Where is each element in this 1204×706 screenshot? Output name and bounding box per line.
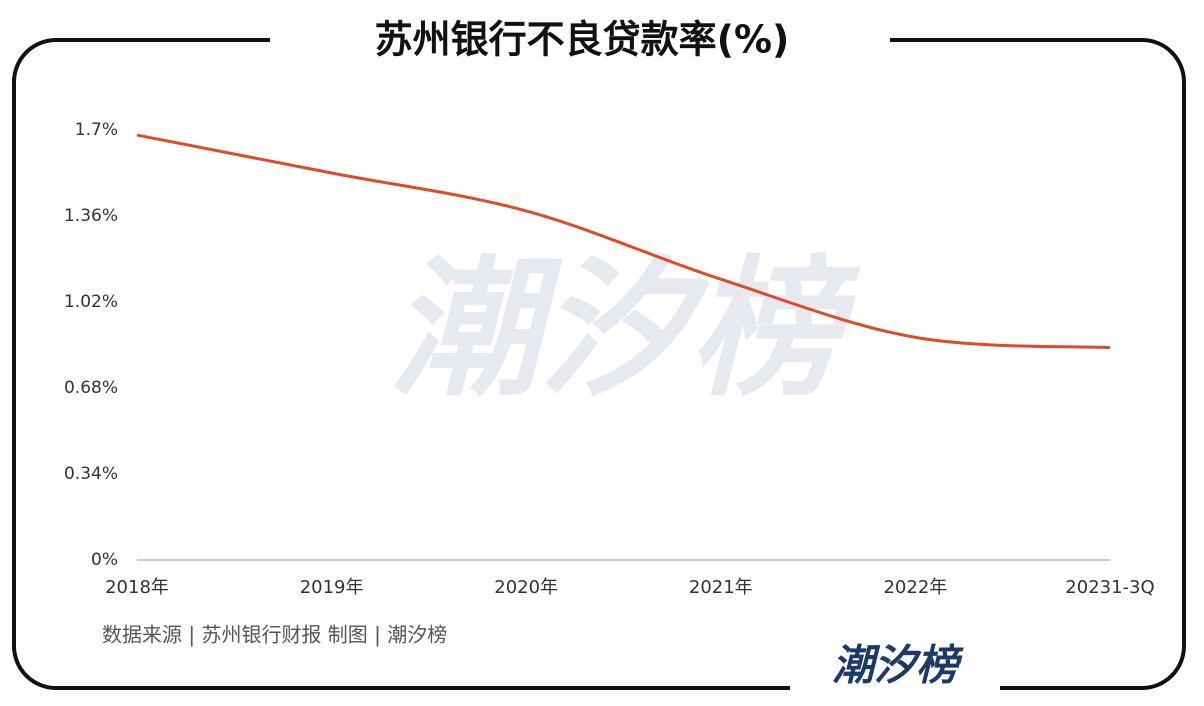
- x-tick-label: 2019年: [300, 577, 364, 598]
- title-backdrop: [270, 10, 890, 70]
- logo: 潮汐榜: [832, 641, 964, 690]
- x-tick-label: 2022年: [883, 577, 947, 598]
- y-tick-label: 1.36%: [64, 206, 118, 226]
- x-tick-label: 2020年: [494, 577, 558, 598]
- y-tick-label: 1.7%: [75, 120, 118, 140]
- chart-title: 苏州银行不良贷款率(%): [375, 18, 790, 62]
- y-tick-label: 1.02%: [64, 292, 118, 312]
- data-line: [136, 133, 1111, 350]
- x-tick-label: 2018年: [105, 577, 169, 598]
- x-tick-label: 20231-3Q: [1065, 577, 1154, 598]
- y-tick-label: 0.68%: [64, 378, 118, 398]
- source-note: 数据来源 | 苏州银行财报 制图 | 潮汐榜: [102, 623, 447, 647]
- watermark: 潮汐榜: [390, 243, 861, 417]
- y-tick-label: 0.34%: [64, 464, 118, 484]
- y-tick-label: 0%: [91, 550, 118, 570]
- logo-backdrop: [790, 640, 1000, 700]
- x-tick-label: 2021年: [689, 577, 753, 598]
